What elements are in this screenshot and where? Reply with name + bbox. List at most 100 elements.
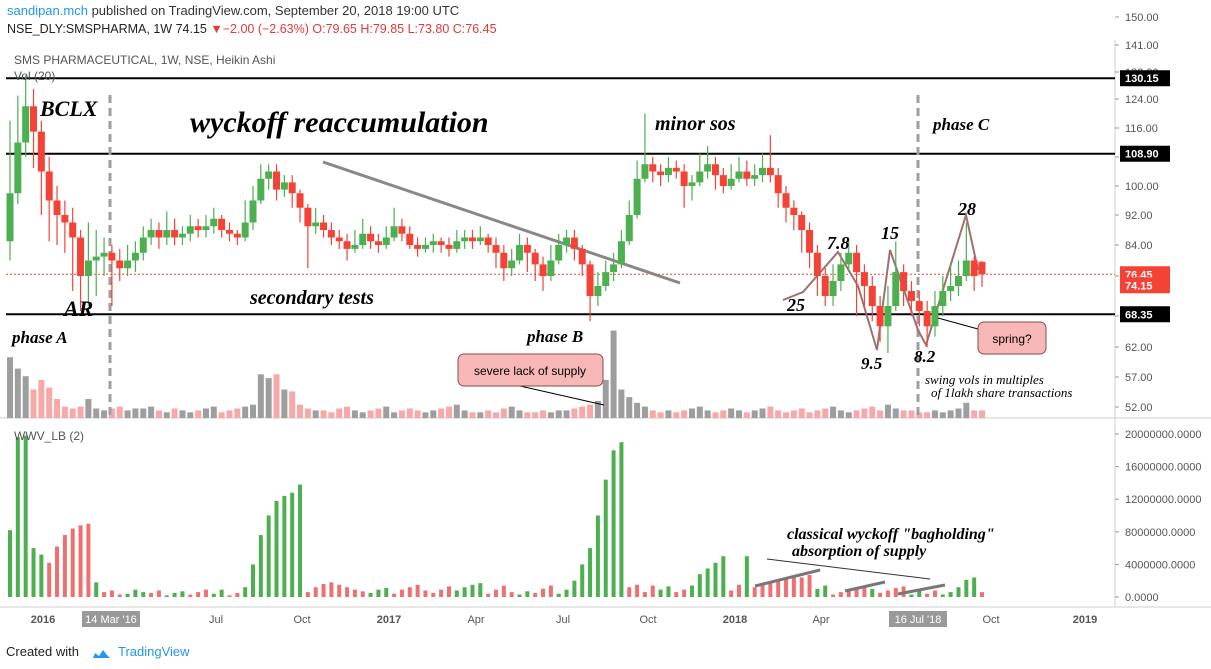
price-badge-label: 68.35 [1125, 309, 1153, 321]
tradingview-brand-link[interactable]: TradingView [118, 644, 190, 659]
candle-body [594, 286, 602, 296]
candle-body [884, 306, 892, 327]
publish-line: sandipan.mch published on TradingView.co… [7, 3, 459, 18]
candle-body [45, 171, 53, 201]
candle-body [853, 252, 861, 273]
volume-bar [555, 410, 562, 418]
volume-bar [728, 408, 735, 418]
volume-bar [845, 412, 852, 418]
volume-bar [712, 412, 719, 418]
indicator-bar [697, 574, 702, 597]
price-badge [1120, 306, 1170, 323]
indicator-bar [611, 450, 616, 597]
time-axis-label: 2019 [1073, 614, 1097, 626]
indicator-bar [572, 580, 577, 597]
author-link[interactable]: sandipan.mch [7, 3, 88, 18]
candle-body [860, 272, 868, 286]
indicator-bar [964, 579, 969, 597]
indicator-bar [352, 589, 357, 597]
volume-bar [148, 406, 155, 418]
time-axis-label: 2018 [723, 614, 747, 626]
indicator-bar [752, 587, 757, 597]
volume-bar [516, 410, 523, 418]
volume-bar [704, 410, 711, 418]
candle-body [116, 260, 124, 269]
time-axis-label: Apr [812, 614, 829, 626]
annotation-text: AR [62, 296, 93, 321]
price-badge [1120, 145, 1170, 162]
indicator-bar [227, 595, 232, 597]
indicator-bar [721, 556, 726, 597]
indicator-bar [133, 589, 138, 597]
volume-bar [688, 408, 695, 418]
indicator-bar [940, 594, 945, 597]
candle-body [782, 193, 790, 208]
candle-body [915, 301, 923, 311]
candle-body [210, 218, 218, 227]
time-axis-label: Apr [467, 614, 484, 626]
volume-bar [210, 406, 217, 418]
candle-body [821, 276, 829, 296]
indicator-tick-label: 20000000.0000 [1125, 429, 1201, 441]
volume-bar [195, 410, 202, 418]
indicator-bar [525, 591, 530, 597]
candle-body [421, 245, 429, 249]
candle-body [829, 281, 837, 296]
volume-bar [273, 374, 280, 418]
volume-bar [783, 412, 790, 418]
candle-body [406, 233, 414, 245]
indicator-bar [78, 525, 83, 597]
price-tick-label: 100.00 [1125, 181, 1159, 193]
volume-bar [634, 402, 641, 418]
indicator-bar [274, 500, 279, 597]
indicator-bar [831, 594, 836, 597]
volume-bar [806, 412, 813, 418]
volume-bar [108, 408, 115, 418]
volume-bar [924, 412, 931, 418]
candle-body [202, 226, 210, 230]
candle-body [633, 178, 641, 215]
indicator-bar [635, 584, 640, 597]
price-tick-label: 62.00 [1125, 342, 1153, 354]
chart-title: SMS PHARMACEUTICAL, 1W, NSE, Heikin Ashi [14, 53, 275, 67]
volume-bar [884, 404, 891, 418]
indicator-bar [744, 556, 749, 597]
time-axis-label: Jul [556, 614, 570, 626]
indicator-bar [384, 588, 389, 597]
indicator-bar [399, 589, 404, 597]
indicator-bar [211, 593, 216, 597]
candle-body [688, 182, 696, 186]
candle-body [155, 230, 163, 238]
volume-label: Vol (20) [14, 69, 55, 83]
volume-bar [979, 410, 985, 418]
tradingview-logo-icon[interactable] [89, 647, 111, 659]
indicator-bar [15, 437, 20, 597]
candle-body [351, 245, 359, 249]
callout-text: severe lack of supply [474, 364, 586, 378]
ohlc-values: O:79.65 H:79.85 L:73.80 C:76.45 [312, 22, 497, 36]
absorption-trend-line [844, 580, 886, 593]
indicator-bar [203, 589, 208, 597]
candle-body [790, 207, 798, 215]
candle-body [484, 237, 492, 245]
volume-bar [626, 397, 633, 418]
indicator-bar [243, 587, 248, 597]
indicator-bar [642, 592, 647, 597]
candle-body [876, 306, 884, 327]
absorption-trend-line [897, 583, 946, 596]
indicator-bar [109, 590, 114, 597]
volume-bar [610, 330, 617, 418]
indicator-bar [784, 578, 789, 597]
indicator-bar [760, 584, 765, 597]
indicator-bar [791, 575, 796, 597]
time-axis-label: Oct [982, 614, 999, 626]
volume-bar [963, 402, 970, 418]
candle-body [296, 193, 304, 208]
indicator-bar [86, 523, 91, 597]
candle-body [704, 164, 712, 172]
indicator-bar [117, 594, 122, 597]
candle-body [178, 233, 186, 238]
indicator-bar [917, 590, 922, 597]
callout-box [457, 353, 604, 387]
indicator-bar [682, 589, 687, 597]
